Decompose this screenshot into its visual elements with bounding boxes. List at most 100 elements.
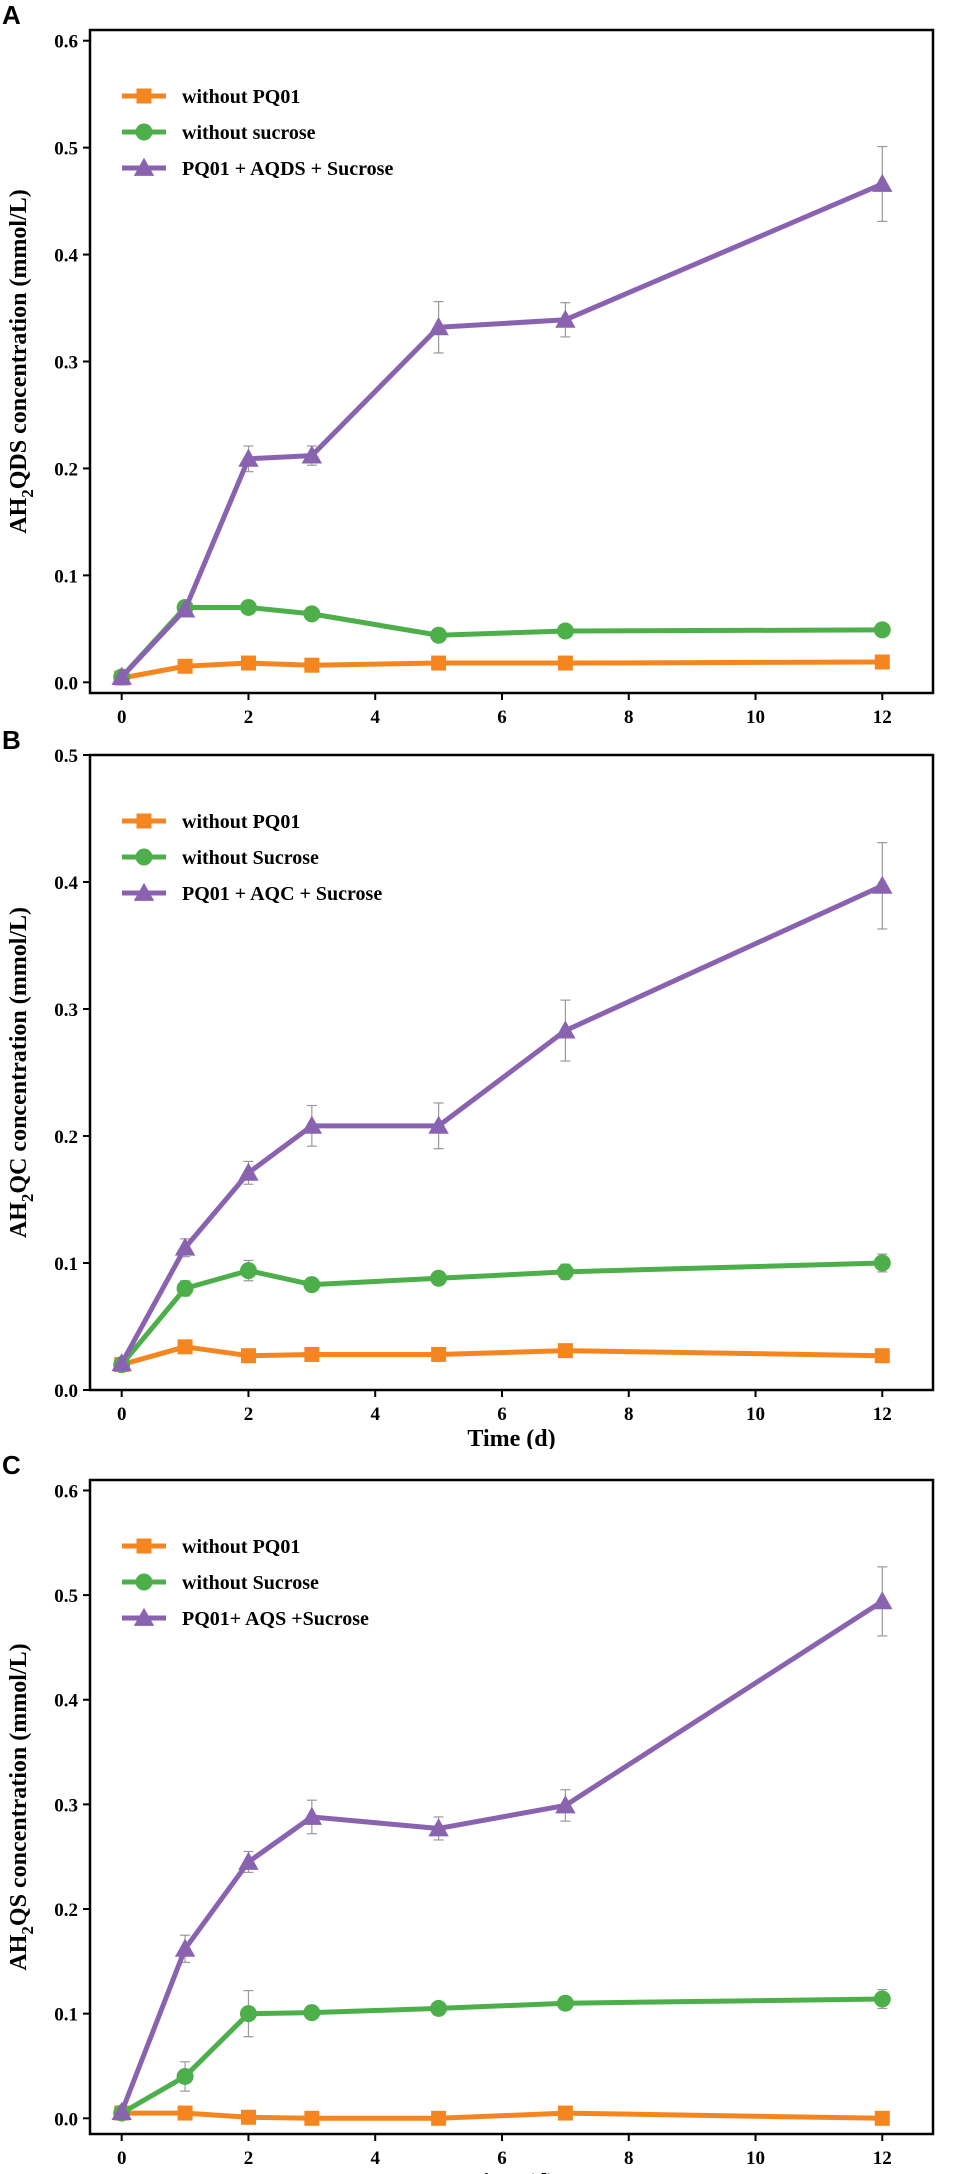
x-tick-label: 6 xyxy=(497,2148,507,2169)
data-point xyxy=(873,621,891,639)
data-point xyxy=(555,1020,576,1039)
data-point xyxy=(301,1115,323,1134)
data-point xyxy=(430,626,448,644)
y-axis-title: AH2QS concentration (mmol/L) xyxy=(6,1643,37,1970)
data-point xyxy=(874,654,890,670)
x-tick-label: 12 xyxy=(873,1404,892,1425)
x-tick-label: 2 xyxy=(244,707,254,724)
data-point xyxy=(873,1990,891,2008)
data-point xyxy=(303,1276,321,1294)
y-axis-title-subscript: 2 xyxy=(18,489,37,498)
legend: without PQ01 without Sucrose PQ01+ AQS +S… xyxy=(122,1536,369,1630)
y-axis-title-suffix: QS concentration (mmol/L) xyxy=(6,1643,32,1926)
panel-label: C xyxy=(2,1450,21,1480)
legend-marker xyxy=(136,88,152,104)
legend: without PQ01 without sucrose PQ01 + AQDS +… xyxy=(122,86,393,180)
chart-a-svg: A0.00.10.20.30.40.50.6024681012Time (d)A… xyxy=(2,0,935,724)
data-point xyxy=(111,1353,132,1372)
series-3 xyxy=(111,842,893,1372)
series-line xyxy=(119,1599,884,2113)
plot-frame xyxy=(88,753,935,1392)
x-axis-title: Time (d) xyxy=(467,1426,555,1449)
y-tick-label: 0.3 xyxy=(54,1000,78,1021)
data-point xyxy=(239,598,257,616)
y-axis-title-subscript: 2 xyxy=(18,1194,37,1203)
series-line xyxy=(121,1344,883,1368)
legend-marker xyxy=(136,813,152,829)
x-tick-label: 0 xyxy=(117,2148,127,2169)
data-point xyxy=(301,1806,323,1825)
y-tick-label: 0.2 xyxy=(54,459,78,480)
data-point xyxy=(555,1795,576,1814)
x-tick-label: 10 xyxy=(746,2148,765,2169)
series-2 xyxy=(113,1988,891,2122)
y-tick-label: 0.1 xyxy=(54,2005,78,2026)
series-3 xyxy=(111,145,893,685)
y-tick-label: 0.2 xyxy=(54,1900,78,1921)
legend-marker xyxy=(133,157,155,176)
data-point xyxy=(557,1343,573,1359)
y-tick-label: 0.6 xyxy=(54,1481,78,1502)
series-1 xyxy=(114,1339,890,1373)
y-tick-label: 0.4 xyxy=(54,1691,78,1712)
panel-label: A xyxy=(2,0,21,30)
x-tick-label: 4 xyxy=(370,1404,380,1425)
x-tick-label: 8 xyxy=(624,1404,634,1425)
data-point xyxy=(303,2004,321,2022)
x-tick-label: 4 xyxy=(370,2148,380,2169)
data-point xyxy=(301,445,323,464)
y-tick-label: 0.6 xyxy=(54,32,78,53)
legend-label: without Sucrose xyxy=(182,847,319,869)
y-tick-label: 0.4 xyxy=(54,246,78,267)
legend-label: PQ01+ AQS +Sucrose xyxy=(182,1608,369,1630)
data-point xyxy=(431,2110,447,2126)
x-tick-label: 10 xyxy=(746,1404,765,1425)
legend-marker xyxy=(135,123,153,141)
x-tick-label: 6 xyxy=(497,707,507,724)
y-axis-title-suffix: QDS concentration (mmol/L) xyxy=(6,189,32,489)
data-point xyxy=(873,1254,891,1272)
plot-frame xyxy=(88,1478,935,2136)
series-1 xyxy=(114,2105,890,2126)
x-tick-label: 8 xyxy=(624,2148,634,2169)
x-tick-label: 8 xyxy=(624,707,634,724)
legend-label: without PQ01 xyxy=(182,86,300,108)
series-1 xyxy=(114,654,890,686)
data-point xyxy=(238,1851,259,1870)
data-point xyxy=(872,173,893,192)
data-point xyxy=(556,622,574,640)
series-line xyxy=(121,659,883,681)
y-tick-label: 0.0 xyxy=(54,1381,78,1402)
series-3 xyxy=(111,1566,893,2120)
y-axis-title: AH2QDS concentration (mmol/L) xyxy=(6,189,37,533)
data-point xyxy=(111,2101,132,2120)
y-tick-label: 0.5 xyxy=(54,746,78,767)
data-point xyxy=(431,655,447,671)
data-point xyxy=(174,1237,196,1256)
chart-panel-a: A0.00.10.20.30.40.50.6024681012Time (d)A… xyxy=(0,0,961,724)
x-tick-label: 4 xyxy=(370,707,380,724)
data-point xyxy=(238,1162,259,1181)
series-2 xyxy=(113,598,891,686)
panel-label: B xyxy=(2,725,21,755)
legend: without PQ01 without Sucrose PQ01 + AQC + … xyxy=(122,811,382,905)
x-tick-label: 12 xyxy=(873,2148,892,2169)
y-axis-title-prefix: AH xyxy=(6,497,32,533)
chart-panel-b: B 0.0 0.1 0.2 0.3 0.4 0.5 0 2 4 6 8 10 12 Time (d) AH2Q… xyxy=(0,725,961,1449)
data-point xyxy=(557,655,573,671)
data-point xyxy=(428,1115,449,1134)
legend-label: without PQ01 xyxy=(182,1536,300,1558)
chart-panel-c: C 0.0 0.1 0.2 0.3 0.4 0.5 0.6 0 2 4 6 8 10 12 Time (d) A… xyxy=(0,1450,961,2174)
data-point xyxy=(240,1348,256,1364)
y-tick-label: 0.1 xyxy=(54,1254,78,1275)
y-axis-title-prefix: AH xyxy=(6,1934,32,1970)
data-point xyxy=(874,2110,890,2126)
series-line xyxy=(120,1996,883,2116)
y-tick-label: 0.1 xyxy=(54,566,78,587)
data-point xyxy=(430,1999,448,2017)
data-point xyxy=(239,1262,257,1280)
data-point xyxy=(177,2105,193,2121)
data-point xyxy=(874,1348,890,1364)
y-tick-label: 0.0 xyxy=(54,2109,78,2130)
data-point xyxy=(111,666,132,685)
